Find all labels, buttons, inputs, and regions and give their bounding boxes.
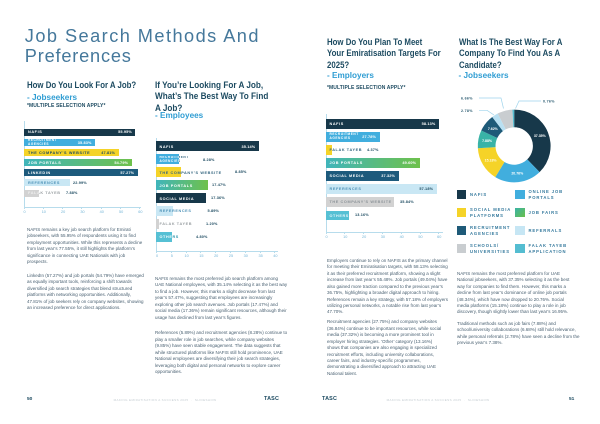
svg-text:7.88%: 7.88% (482, 139, 493, 143)
svg-text:2.78%: 2.78% (461, 109, 473, 113)
svg-text:20.76%: 20.76% (511, 172, 524, 176)
svg-text:15.18%: 15.18% (485, 158, 498, 162)
svg-text:6.66%: 6.66% (461, 97, 473, 101)
svg-text:7.62%: 7.62% (488, 127, 499, 131)
svg-text:0.76%: 0.76% (543, 100, 555, 104)
svg-text:37.35%: 37.35% (534, 134, 547, 138)
